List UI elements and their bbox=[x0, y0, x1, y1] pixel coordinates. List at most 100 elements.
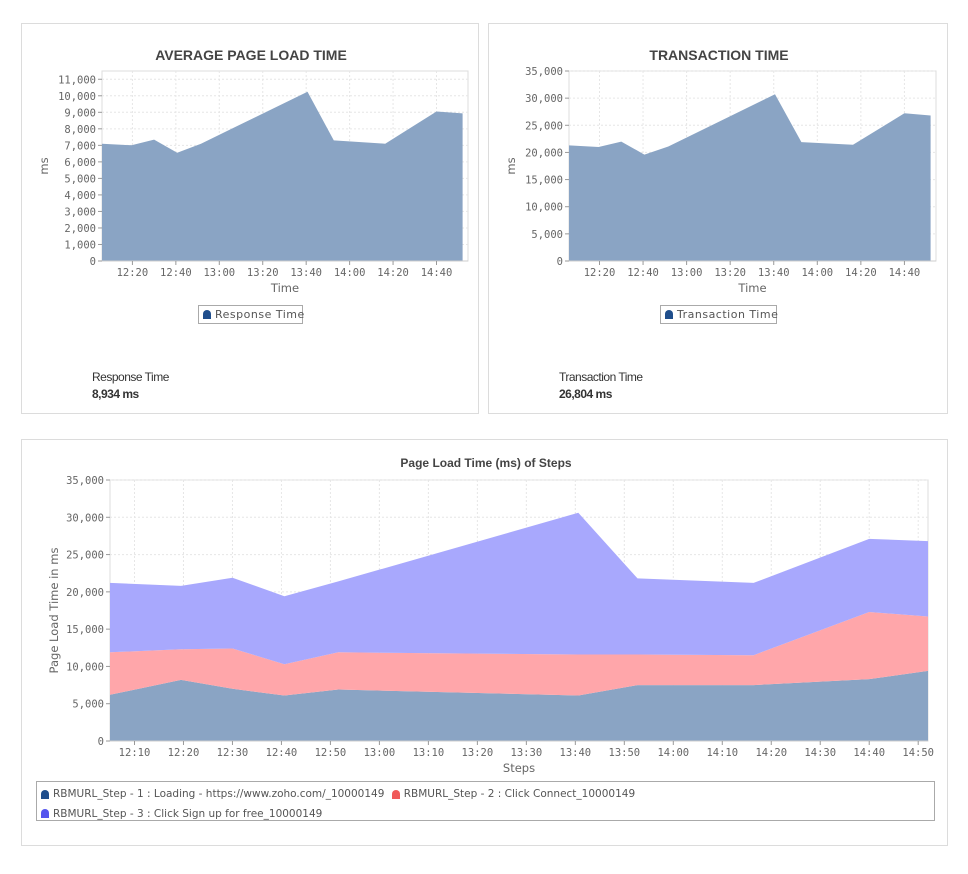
x-tick-label: 12:40 bbox=[160, 267, 192, 279]
x-tick-label: 13:00 bbox=[671, 267, 703, 279]
legend-label: RBMURL_Step - 2 : Click Connect_10000149 bbox=[403, 788, 636, 800]
y-tick-label: 15,000 bbox=[66, 624, 104, 636]
transaction-time-chart: TRANSACTION TIME 0 5,000 10,000 15,000 20,000… bbox=[504, 47, 937, 295]
x-tick-label: 14:40 bbox=[889, 267, 921, 279]
y-tick-label: 10,000 bbox=[58, 91, 96, 103]
x-tick-label: 13:20 bbox=[247, 267, 279, 279]
chart-title: AVERAGE PAGE LOAD TIME bbox=[155, 47, 347, 63]
y-tick-label: 6,000 bbox=[64, 157, 96, 169]
x-tick-label: 12:20 bbox=[168, 747, 200, 759]
area-series-2 bbox=[110, 612, 928, 696]
area-series-3 bbox=[110, 512, 928, 665]
x-tick-label: 13:20 bbox=[714, 267, 746, 279]
x-tick-label: 14:00 bbox=[801, 267, 833, 279]
x-tick-label: 12:20 bbox=[117, 267, 149, 279]
x-tick-label: 13:00 bbox=[203, 267, 235, 279]
legend-item-step-1[interactable]: RBMURL_Step - 1 : Loading - https://www.… bbox=[41, 785, 384, 803]
x-tick-label: 12:50 bbox=[315, 747, 347, 759]
x-tick-label: 14:50 bbox=[902, 747, 934, 759]
legend-label: RBMURL_Step - 1 : Loading - https://www.… bbox=[53, 788, 385, 800]
legend-label: Transaction Time bbox=[677, 308, 779, 321]
chart-title: Page Load Time (ms) of Steps bbox=[400, 456, 571, 470]
txn-summary: Transaction Time 26,804 ms bbox=[559, 370, 643, 401]
x-tick-label: 13:40 bbox=[290, 267, 322, 279]
y-axis-title: ms bbox=[504, 157, 518, 174]
y-tick-label: 35,000 bbox=[66, 475, 104, 487]
y-tick-label: 5,000 bbox=[531, 229, 563, 241]
average-page-load-chart: AVERAGE PAGE LOAD TIME 0 1,000 2,000 3,000 4,… bbox=[37, 47, 469, 295]
x-tick-label: 13:40 bbox=[758, 267, 790, 279]
summary-value: 26,804 ms bbox=[559, 387, 612, 401]
steps-chart: Page Load Time (ms) of Steps 0 5,000 10,000… bbox=[47, 456, 934, 775]
area-series-1 bbox=[110, 670, 928, 741]
x-tick-label: 14:40 bbox=[853, 747, 885, 759]
y-tick-label: 2,000 bbox=[64, 223, 96, 235]
y-tick-label: 35,000 bbox=[525, 66, 563, 78]
x-tick-label: 14:40 bbox=[421, 267, 453, 279]
x-tick-label: 14:00 bbox=[334, 267, 366, 279]
chart-title: TRANSACTION TIME bbox=[649, 47, 788, 63]
y-tick-label: 25,000 bbox=[66, 550, 104, 562]
y-axis-title: ms bbox=[37, 157, 51, 174]
avg-legend[interactable]: Response Time bbox=[198, 305, 305, 324]
y-tick-label: 15,000 bbox=[525, 175, 563, 187]
y-tick-label: 1,000 bbox=[64, 239, 96, 251]
y-tick-label: 0 bbox=[90, 256, 96, 268]
legend-item-response-time[interactable]: Response Time bbox=[203, 308, 305, 321]
summary-label: Transaction Time bbox=[559, 370, 643, 384]
y-tick-label: 11,000 bbox=[58, 74, 96, 86]
transaction-time-panel: TRANSACTION TIME 0 5,000 10,000 15,000 20,000… bbox=[488, 23, 948, 414]
y-tick-label: 3,000 bbox=[64, 206, 96, 218]
x-tick-label: 14:00 bbox=[657, 747, 689, 759]
x-tick-label: 13:40 bbox=[560, 747, 592, 759]
y-tick-label: 7,000 bbox=[64, 140, 96, 152]
x-tick-label: 14:20 bbox=[755, 747, 787, 759]
summary-label: Response Time bbox=[92, 370, 169, 384]
x-tick-label: 12:40 bbox=[266, 747, 298, 759]
legend-marker-icon bbox=[41, 809, 49, 818]
y-tick-label: 9,000 bbox=[64, 107, 96, 119]
legend-marker-icon bbox=[203, 310, 211, 319]
y-tick-label: 10,000 bbox=[66, 661, 104, 673]
summary-value: 8,934 ms bbox=[92, 387, 139, 401]
y-tick-label: 30,000 bbox=[66, 512, 104, 524]
steps-panel: Page Load Time (ms) of Steps 0 5,000 10,000… bbox=[21, 439, 948, 846]
x-tick-label: 14:30 bbox=[804, 747, 836, 759]
x-tick-label: 12:40 bbox=[627, 267, 659, 279]
x-tick-label: 13:00 bbox=[364, 747, 396, 759]
x-tick-label: 14:10 bbox=[706, 747, 738, 759]
x-tick-label: 12:10 bbox=[119, 747, 151, 759]
y-tick-label: 4,000 bbox=[64, 190, 96, 202]
y-tick-label: 5,000 bbox=[64, 173, 96, 185]
x-tick-label: 12:20 bbox=[584, 267, 616, 279]
legend-label: Response Time bbox=[215, 308, 305, 321]
area-series-1 bbox=[102, 91, 463, 261]
y-tick-label: 10,000 bbox=[525, 202, 563, 214]
x-axis-title: Steps bbox=[503, 761, 535, 775]
x-tick-label: 12:30 bbox=[217, 747, 249, 759]
y-tick-label: 30,000 bbox=[525, 93, 563, 105]
legend-marker-icon bbox=[391, 789, 400, 799]
avg-summary: Response Time 8,934 ms bbox=[92, 370, 169, 401]
x-tick-label: 14:20 bbox=[845, 267, 877, 279]
steps-legend: RBMURL_Step - 1 : Loading - https://www.… bbox=[36, 781, 935, 821]
y-tick-label: 20,000 bbox=[525, 147, 563, 159]
x-axis-title: Time bbox=[270, 281, 299, 295]
x-tick-label: 13:20 bbox=[462, 747, 494, 759]
x-tick-label: 13:30 bbox=[511, 747, 543, 759]
y-tick-label: 0 bbox=[98, 736, 104, 748]
x-tick-label: 13:10 bbox=[413, 747, 445, 759]
y-tick-label: 0 bbox=[557, 256, 563, 268]
txn-legend[interactable]: Transaction Time bbox=[660, 305, 778, 324]
x-tick-label: 14:20 bbox=[377, 267, 409, 279]
average-page-load-panel: AVERAGE PAGE LOAD TIME 0 1,000 2,000 3,000 4,… bbox=[21, 23, 479, 414]
legend-item-step-2[interactable]: RBMURL_Step - 2 : Click Connect_10000149 bbox=[391, 785, 636, 803]
x-axis-title: Time bbox=[737, 281, 766, 295]
y-axis-title: Page Load Time in ms bbox=[47, 548, 61, 674]
legend-item-transaction-time[interactable]: Transaction Time bbox=[665, 308, 778, 321]
legend-item-step-3[interactable]: RBMURL_Step - 3 : Click Sign up for free… bbox=[41, 805, 322, 823]
y-tick-label: 20,000 bbox=[66, 587, 104, 599]
y-tick-label: 8,000 bbox=[64, 124, 96, 136]
legend-label: RBMURL_Step - 3 : Click Sign up for free… bbox=[53, 807, 323, 820]
area-series-1 bbox=[569, 94, 931, 261]
